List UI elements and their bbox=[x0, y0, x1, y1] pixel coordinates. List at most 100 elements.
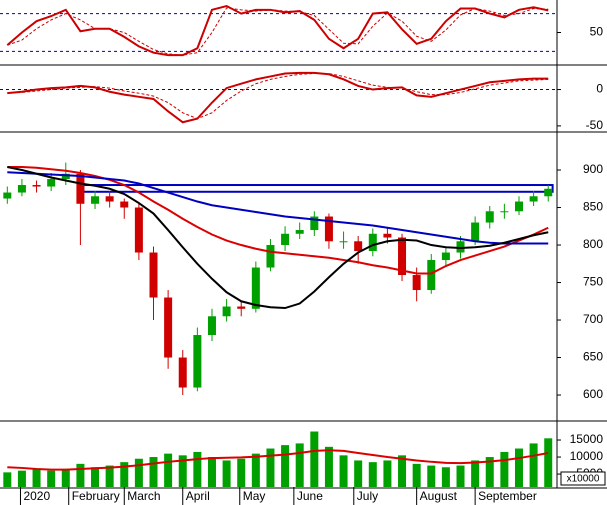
y-tick-label: 50 bbox=[590, 25, 604, 39]
volume-bar bbox=[441, 467, 450, 487]
candle-body bbox=[149, 252, 158, 298]
x-tick-label: April bbox=[186, 489, 210, 503]
candle-body bbox=[120, 201, 129, 208]
volume-bar bbox=[529, 443, 538, 487]
volume-bar bbox=[310, 431, 319, 487]
series-line bbox=[7, 449, 549, 471]
series-line bbox=[7, 7, 549, 56]
volume-bar bbox=[120, 462, 129, 487]
series-line bbox=[7, 73, 549, 120]
candle-body bbox=[427, 260, 436, 291]
candle-body bbox=[295, 230, 304, 234]
x-tick-label: June bbox=[297, 489, 323, 503]
y-tick-label: 600 bbox=[583, 387, 603, 401]
volume-bar bbox=[91, 467, 100, 487]
unit-box bbox=[560, 471, 606, 486]
volume-bar bbox=[237, 458, 246, 487]
volume-bar bbox=[339, 455, 348, 487]
candle-body bbox=[164, 297, 173, 358]
volume-bar bbox=[61, 468, 70, 487]
y-tick-label: 850 bbox=[583, 200, 603, 214]
volume-bar bbox=[412, 463, 421, 487]
volume-bar bbox=[354, 460, 363, 487]
y-tick-label: 10000 bbox=[570, 449, 604, 463]
series-line bbox=[7, 71, 549, 124]
volume-bar bbox=[281, 445, 290, 487]
candle-body bbox=[514, 201, 523, 212]
volume-bar bbox=[149, 457, 158, 487]
candle-body bbox=[324, 216, 333, 242]
candle-body bbox=[193, 335, 202, 388]
candle-body bbox=[383, 233, 392, 238]
x-tick-label: July bbox=[357, 489, 378, 503]
volume-bar bbox=[251, 453, 260, 487]
volume-bar bbox=[456, 465, 465, 487]
candle-body bbox=[32, 185, 41, 187]
x-tick-label: 2020 bbox=[23, 489, 50, 503]
candle-body bbox=[17, 185, 26, 193]
x-tick-label: March bbox=[127, 489, 160, 503]
candle-body bbox=[266, 245, 275, 268]
volume-bar bbox=[178, 455, 187, 487]
y-tick-label: -50 bbox=[586, 118, 604, 132]
candle-body bbox=[368, 233, 377, 252]
y-tick-label: 900 bbox=[583, 162, 603, 176]
volume-bar bbox=[514, 448, 523, 487]
candle-body bbox=[339, 241, 348, 243]
candle-body bbox=[485, 211, 494, 223]
candle-body bbox=[398, 237, 407, 276]
volume-bar bbox=[164, 453, 173, 487]
volume-bar bbox=[295, 443, 304, 487]
candle-body bbox=[178, 357, 187, 388]
x-tick-label: February bbox=[72, 489, 120, 503]
y-tick-label: 750 bbox=[583, 275, 603, 289]
volume-bar bbox=[324, 446, 333, 487]
x-tick-label: August bbox=[420, 489, 458, 503]
candle-body bbox=[456, 241, 465, 253]
volume-bar bbox=[266, 448, 275, 487]
volume-bar bbox=[485, 457, 494, 487]
volume-bar bbox=[427, 465, 436, 487]
candle-body bbox=[310, 216, 319, 231]
candle-body bbox=[76, 173, 85, 204]
candle-body bbox=[281, 233, 290, 246]
volume-bar bbox=[500, 451, 509, 487]
series-line bbox=[7, 166, 549, 310]
volume-bar bbox=[222, 460, 231, 487]
candle-body bbox=[61, 173, 70, 180]
candle-body bbox=[237, 306, 246, 309]
volume-bar bbox=[544, 438, 553, 487]
x-tick-label: May bbox=[243, 489, 266, 503]
volume-bar bbox=[471, 460, 480, 487]
candle-body bbox=[47, 179, 56, 187]
candle-body bbox=[91, 196, 100, 204]
y-tick-label: 700 bbox=[583, 312, 603, 326]
candle-body bbox=[105, 196, 114, 202]
candle-body bbox=[134, 207, 143, 253]
volume-bar bbox=[193, 451, 202, 487]
volume-bar bbox=[32, 468, 41, 487]
volume-bar bbox=[134, 458, 143, 487]
volume-bar bbox=[383, 460, 392, 487]
volume-bar bbox=[398, 455, 407, 487]
volume-bar bbox=[368, 462, 377, 487]
candle-body bbox=[412, 275, 421, 291]
series-line bbox=[7, 166, 549, 275]
volume-bar bbox=[47, 470, 56, 487]
y-tick-label: 650 bbox=[583, 350, 603, 364]
candle-body bbox=[354, 241, 363, 252]
volume-bar bbox=[17, 470, 26, 487]
candle-body bbox=[471, 222, 480, 242]
candle-body bbox=[207, 316, 216, 336]
y-tick-label: 0 bbox=[596, 82, 603, 96]
candle-body bbox=[3, 192, 12, 199]
volume-bar bbox=[76, 463, 85, 487]
candle-body bbox=[500, 211, 509, 213]
y-tick-label: 800 bbox=[583, 237, 603, 251]
unit-label: x10000 bbox=[567, 474, 600, 485]
volume-bar bbox=[3, 472, 12, 487]
series-line bbox=[7, 171, 549, 245]
candle-body bbox=[222, 306, 231, 317]
